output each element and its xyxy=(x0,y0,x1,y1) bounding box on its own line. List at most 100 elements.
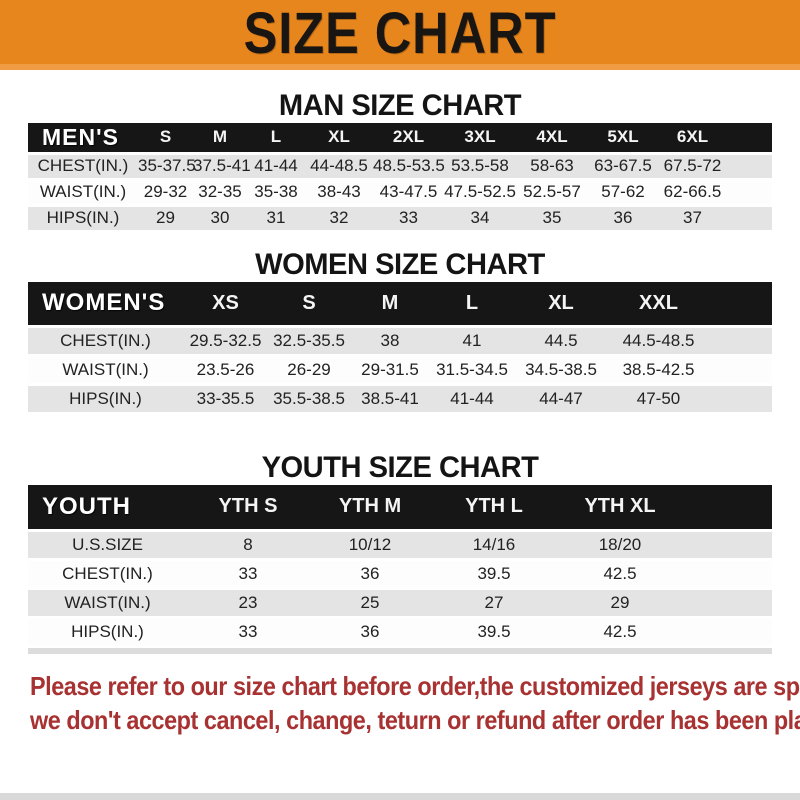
value-cell: 41-44 xyxy=(247,151,305,181)
value-cell: 32-35 xyxy=(193,179,247,207)
size-header-cell: YTH XL xyxy=(557,485,683,530)
value-cell: 38.5-42.5 xyxy=(608,355,709,386)
measurement-row: CHEST(IN.) 35-37.5 37.5-41 41-44 44-48.5 48.5… xyxy=(28,151,772,181)
value-cell: 26-29 xyxy=(268,355,350,386)
value-cell: 36 xyxy=(588,205,658,233)
value-cell: 34.5-38.5 xyxy=(514,355,608,386)
order-notice: Please refer to our size chart before or… xyxy=(30,669,800,737)
value-cell: 35.5-38.5 xyxy=(268,384,350,415)
value-cell: 32 xyxy=(305,205,373,233)
value-cell: 25 xyxy=(309,588,431,619)
value-cell: 63-67.5 xyxy=(588,151,658,181)
value-cell: 48.5-53.5 xyxy=(373,151,445,181)
measurement-row: WAIST(IN.) 23.5-26 26-29 29-31.5 31.5-34.5 34… xyxy=(28,355,772,386)
filler-cell xyxy=(727,123,772,153)
filler-cell xyxy=(683,528,772,561)
filler-cell xyxy=(709,281,772,327)
value-cell: 29 xyxy=(557,588,683,619)
row-label: CHEST(IN.) xyxy=(28,151,138,181)
filler-cell xyxy=(709,355,772,386)
banner: SIZE CHART xyxy=(0,0,800,70)
table-header-row: YOUTH YTH S YTH M YTH L YTH XL xyxy=(28,485,772,530)
value-cell: 42.5 xyxy=(557,559,683,590)
value-cell: 36 xyxy=(309,559,431,590)
filler-cell xyxy=(709,325,772,357)
value-cell: 38.5-41 xyxy=(350,384,430,415)
value-cell: 31 xyxy=(247,205,305,233)
value-cell: 30 xyxy=(193,205,247,233)
measurement-row: HIPS(IN.) 33-35.5 35.5-38.5 38.5-41 41-44 44-… xyxy=(28,384,772,415)
size-header-cell: M xyxy=(193,123,247,153)
value-cell: 38 xyxy=(350,325,430,357)
bottom-edge-strip xyxy=(0,793,800,800)
value-cell: 8 xyxy=(187,528,309,561)
value-cell: 57-62 xyxy=(588,179,658,207)
size-header-cell: XL xyxy=(305,123,373,153)
value-cell: 33 xyxy=(187,617,309,648)
value-cell: 41-44 xyxy=(430,384,514,415)
measurement-row: CHEST(IN.) 33 36 39.5 42.5 xyxy=(28,559,772,590)
value-cell: 52.5-57 xyxy=(516,179,588,207)
row-label: CHEST(IN.) xyxy=(28,325,183,357)
value-cell: 27 xyxy=(431,588,557,619)
value-cell: 32.5-35.5 xyxy=(268,325,350,357)
row-label: HIPS(IN.) xyxy=(28,205,138,233)
value-cell: 29-31.5 xyxy=(350,355,430,386)
size-header-cell: S xyxy=(268,281,350,327)
women-section-title: WOMEN SIZE CHART xyxy=(255,247,545,281)
value-cell: 34 xyxy=(444,205,516,233)
size-header-cell: YTH M xyxy=(309,485,431,530)
size-header-cell: 6XL xyxy=(658,123,727,153)
row-label: WAIST(IN.) xyxy=(28,355,183,386)
filler-cell xyxy=(683,588,772,619)
value-cell: 29 xyxy=(138,205,193,233)
filler-cell xyxy=(683,559,772,590)
banner-title: SIZE CHART xyxy=(243,0,557,66)
measurement-row: HIPS(IN.) 29 30 31 32 33 34 35 36 37 xyxy=(28,205,772,233)
table-title-cell: YOUTH xyxy=(28,485,187,530)
value-cell: 39.5 xyxy=(431,617,557,648)
value-cell: 33 xyxy=(187,559,309,590)
filler-cell xyxy=(727,179,772,207)
value-cell: 36 xyxy=(309,617,431,648)
row-label: WAIST(IN.) xyxy=(28,179,138,207)
value-cell: 29.5-32.5 xyxy=(183,325,268,357)
value-cell: 39.5 xyxy=(431,559,557,590)
value-cell: 42.5 xyxy=(557,617,683,648)
measurement-row: HIPS(IN.) 33 36 39.5 42.5 xyxy=(28,617,772,648)
size-header-cell: M xyxy=(350,281,430,327)
size-header-cell: 3XL xyxy=(444,123,516,153)
filler-cell xyxy=(683,485,772,530)
women-size-table: WOMEN'S XS S M L XL XXL CHEST(IN.) 29.5-32.5 32.5… xyxy=(28,281,772,415)
youth-table-bottom-strip xyxy=(28,647,772,654)
size-header-cell: L xyxy=(247,123,305,153)
filler-cell xyxy=(727,205,772,233)
measurement-row: WAIST(IN.) 23 25 27 29 xyxy=(28,588,772,619)
value-cell: 23 xyxy=(187,588,309,619)
row-label: CHEST(IN.) xyxy=(28,559,187,590)
table-header-row: WOMEN'S XS S M L XL XXL xyxy=(28,281,772,327)
value-cell: 58-63 xyxy=(516,151,588,181)
value-cell: 33 xyxy=(373,205,444,233)
size-header-cell: XXL xyxy=(608,281,709,327)
youth-size-table: YOUTH YTH S YTH M YTH L YTH XL U.S.SIZE 8 10/12… xyxy=(28,485,772,648)
value-cell: 33-35.5 xyxy=(183,384,268,415)
order-notice-line2: we don't accept cancel, change, teturn o… xyxy=(30,704,800,735)
value-cell: 10/12 xyxy=(309,528,431,561)
value-cell: 44.5 xyxy=(514,325,608,357)
value-cell: 35-38 xyxy=(247,179,305,207)
size-header-cell: YTH S xyxy=(187,485,309,530)
filler-cell xyxy=(709,384,772,415)
size-header-cell: 4XL xyxy=(516,123,588,153)
row-label: HIPS(IN.) xyxy=(28,384,183,415)
value-cell: 38-43 xyxy=(305,179,373,207)
size-header-cell: L xyxy=(430,281,514,327)
filler-cell xyxy=(727,151,772,181)
value-cell: 43-47.5 xyxy=(373,179,444,207)
measurement-row: CHEST(IN.) 29.5-32.5 32.5-35.5 38 41 44.5 44.5… xyxy=(28,325,772,357)
measurement-row: WAIST(IN.) 29-32 32-35 35-38 38-43 43-47.5 47.… xyxy=(28,179,772,207)
value-cell: 31.5-34.5 xyxy=(430,355,514,386)
value-cell: 47-50 xyxy=(608,384,709,415)
filler-cell xyxy=(683,617,772,648)
table-header-row: MEN'S S M L XL 2XL 3XL 4XL 5XL 6XL xyxy=(28,123,772,153)
